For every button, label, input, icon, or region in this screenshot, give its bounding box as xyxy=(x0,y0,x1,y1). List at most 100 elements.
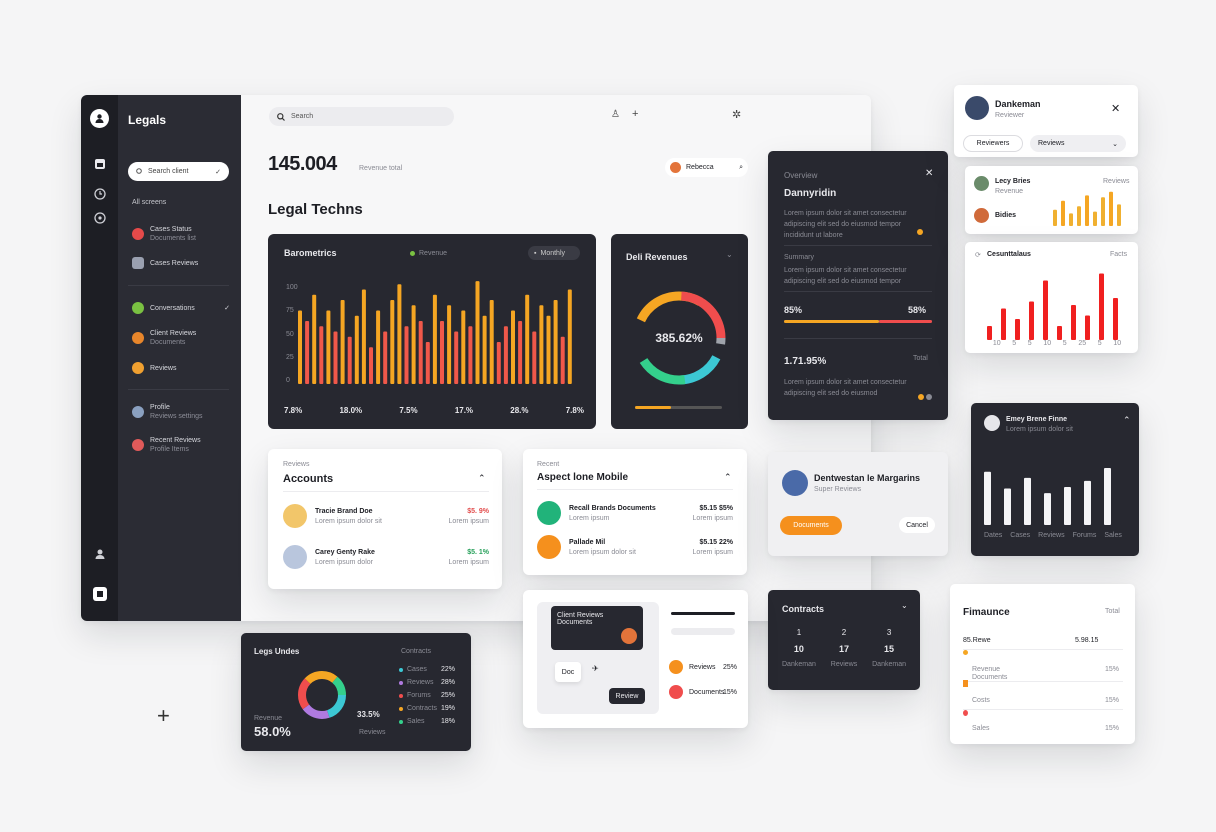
contracts-card: Contracts ⌄ 1 10 Dankeman 2 17 Reviews 3 15 Da… xyxy=(768,590,920,690)
donut-segment-purple xyxy=(298,671,346,719)
detail-footer-text: Lorem ipsum dolor sit amet consectetur a… xyxy=(784,379,907,398)
detail-paragraph: Lorem ipsum dolor sit amet consectetur a… xyxy=(784,210,907,240)
legal-donut-right: Contracts xyxy=(401,648,431,655)
legal-donut-sub: Revenue xyxy=(254,715,283,722)
notification-icon[interactable]: ♙ xyxy=(611,109,620,120)
close-icon[interactable]: ✕ xyxy=(925,168,934,179)
flow-node[interactable]: Review xyxy=(609,688,645,704)
cases-icon[interactable] xyxy=(93,157,107,171)
documents-button[interactable]: Documents xyxy=(780,516,842,535)
account-row[interactable]: Tracie Brand Doe Lorem ipsum dolor sit $5… xyxy=(283,504,489,528)
chevron-up-icon[interactable]: ⌃ xyxy=(1123,415,1131,425)
sidebar-item-client-reviews[interactable]: Client Reviews Documents xyxy=(132,330,196,346)
chevron-down-icon[interactable]: ⌄ xyxy=(901,601,908,610)
logout-icon[interactable] xyxy=(93,587,107,601)
detail-title: Dannyridin xyxy=(784,188,837,199)
list-value: 22% xyxy=(441,666,456,673)
x-tick: 10 xyxy=(1043,340,1052,347)
chart-bar xyxy=(347,336,352,384)
y-tick: 0 xyxy=(286,377,290,384)
red-bars-right: Facts xyxy=(1110,251,1128,258)
sidebar-item-profile[interactable]: Profile Reviews settings xyxy=(132,404,203,420)
sidebar-item-conversations[interactable]: Conversations ✓ xyxy=(132,302,230,314)
user-chip[interactable]: Rebecca ⌕ xyxy=(665,158,748,177)
accounts-kicker: Reviews xyxy=(283,461,310,468)
contracts-column: 1 10 Dankeman xyxy=(782,628,816,668)
detail-divider xyxy=(784,338,932,339)
chart-bar xyxy=(305,321,310,384)
chart-bar xyxy=(1043,280,1048,340)
settings-icon[interactable] xyxy=(93,211,107,225)
sidebar-item-cases-status[interactable]: Cases Status Documents list xyxy=(132,226,196,242)
stat-value: 17.% xyxy=(454,406,474,415)
sidebar-item-recent-reviews[interactable]: Recent Reviews Profile Items xyxy=(132,437,201,453)
search-input[interactable]: Search xyxy=(269,107,454,126)
right-label: Reviews xyxy=(1103,178,1130,185)
finance-row-label: Costs xyxy=(972,697,990,704)
chevron-up-icon[interactable]: ⌃ xyxy=(478,473,486,483)
sidebar-search-input[interactable]: Search client ✓ xyxy=(128,162,229,181)
status-dot xyxy=(926,394,932,400)
donut-panel: Deli Revenues ⌄ 385.62% xyxy=(611,234,748,429)
user-icon[interactable] xyxy=(93,547,107,561)
mini-bars-card: Lecy Bries Revenue Reviews Bidies xyxy=(965,166,1138,234)
mobile-row[interactable]: Recall Brands Documents Lorem ipsum $5.15… xyxy=(537,501,733,525)
chart-bar xyxy=(383,331,388,384)
finance-marker xyxy=(963,680,968,687)
flow-node-label: Review xyxy=(615,692,639,700)
close-icon[interactable]: ✕ xyxy=(1111,103,1121,115)
flow-list-value: 15% xyxy=(723,689,738,696)
chart-bar xyxy=(518,321,523,384)
account-val: $5. xyxy=(467,548,477,556)
legal-donut-list: Cases 22% Reviews 28% Forums 25% Contracts 1… xyxy=(399,663,459,728)
notification-avatar xyxy=(782,470,808,496)
period-dropdown[interactable]: ▪ Monthly xyxy=(528,246,580,260)
search-placeholder: Search xyxy=(291,113,314,120)
chart-bar xyxy=(539,305,544,384)
chart-bar xyxy=(298,310,302,384)
mobile-row-avatar xyxy=(537,535,561,559)
mobile-row-value: $5.15 22% xyxy=(699,538,733,546)
chart-bar xyxy=(1029,301,1034,340)
dark-bars-legend: Dates Cases Reviews Forums Sales xyxy=(984,532,1126,539)
flow-diagram: Client Reviews Documents Doc ✈ Review xyxy=(537,602,659,714)
reviews-select[interactable]: Reviews ⌄ xyxy=(1030,135,1126,152)
column-label: Reviews xyxy=(830,661,858,668)
chevron-up-icon[interactable]: ⌃ xyxy=(724,472,732,482)
chart-bar xyxy=(984,471,991,525)
sidebar-divider xyxy=(128,285,229,286)
mobile-row-name: Pallade Mil xyxy=(569,538,606,546)
sidebar-item-cases-reviews[interactable]: Cases Reviews xyxy=(132,257,198,269)
account-row[interactable]: Carey Genty Rake Lorem ipsum dolor $5. 1%… xyxy=(283,545,489,569)
legal-donut-chart xyxy=(298,671,346,719)
finance-marker xyxy=(963,710,968,716)
y-tick: 75 xyxy=(286,307,294,315)
flow-progress-bg xyxy=(671,628,735,635)
chart-bar xyxy=(404,326,409,384)
detail-left-value: 85% xyxy=(784,305,803,315)
dark-bars-card: Emey Brene Finne Lorem ipsum dolor sit ⌃… xyxy=(971,403,1139,556)
chart-bar xyxy=(369,347,373,384)
chart-bar xyxy=(1071,305,1076,340)
donut-slider[interactable] xyxy=(635,406,722,409)
legend-dot xyxy=(410,251,415,256)
reviewers-button[interactable]: Reviewers xyxy=(963,135,1023,152)
chevron-down-icon[interactable]: ⌄ xyxy=(726,250,733,259)
flow-list-icon xyxy=(669,685,683,699)
mobile-row[interactable]: Pallade Mil Lorem ipsum dolor sit $5.15 2… xyxy=(537,535,733,559)
cancel-button[interactable]: Cancel xyxy=(899,517,935,533)
column-label: Dankeman xyxy=(782,661,816,668)
kpi-note: Revenue total xyxy=(359,165,403,172)
sidebar-item-reviews[interactable]: Reviews xyxy=(132,362,176,374)
chart-bar xyxy=(1085,195,1089,226)
mobile-row-name: Recall Brands Documents xyxy=(569,504,656,512)
app-logo[interactable] xyxy=(90,109,109,128)
clock-icon[interactable] xyxy=(93,187,107,201)
refresh-icon[interactable]: ⟳ xyxy=(975,252,981,259)
search-icon xyxy=(277,112,285,121)
add-icon[interactable]: + xyxy=(632,108,639,120)
accounts-title: Accounts xyxy=(283,473,334,485)
finance-divider xyxy=(963,649,1123,650)
flow-node[interactable]: Doc xyxy=(555,662,581,682)
expand-icon[interactable]: ✲ xyxy=(732,109,742,121)
